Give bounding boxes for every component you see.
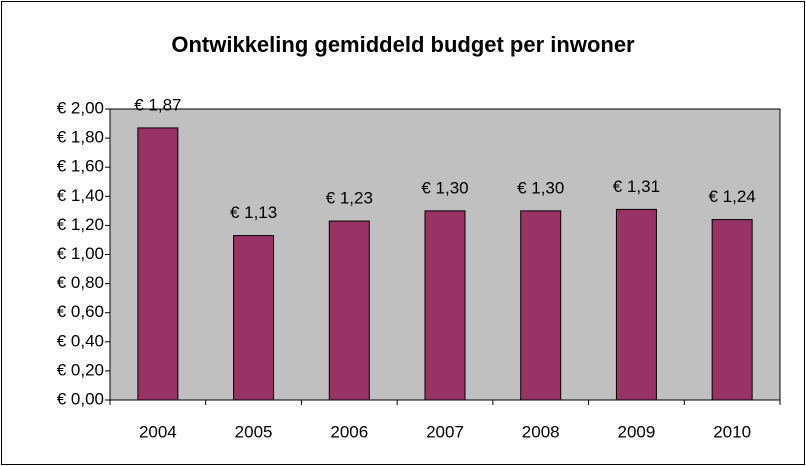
- bar: [137, 127, 179, 401]
- y-tick-label: € 1,00: [57, 244, 104, 263]
- value-label: € 1,24: [709, 187, 756, 206]
- y-tick-label: € 0,80: [57, 273, 104, 292]
- value-label: € 1,30: [421, 178, 468, 197]
- bar: [328, 220, 370, 401]
- y-tick-label: € 2,00: [57, 98, 104, 117]
- x-tick-label: 2007: [426, 422, 464, 441]
- y-tick-label: € 0,40: [57, 331, 104, 350]
- y-tick-label: € 1,40: [57, 186, 104, 205]
- x-tick-label: 2008: [522, 422, 560, 441]
- x-tick-label: 2005: [235, 422, 273, 441]
- bar: [520, 210, 562, 401]
- bar: [233, 235, 275, 401]
- bar: [424, 210, 466, 401]
- value-label: € 1,31: [613, 177, 660, 196]
- x-tick-label: 2004: [139, 422, 177, 441]
- value-label: € 1,23: [326, 189, 373, 208]
- y-tick-label: € 1,60: [57, 157, 104, 176]
- x-tick-label: 2010: [713, 422, 751, 441]
- x-tick-label: 2006: [330, 422, 368, 441]
- y-tick-label: € 0,60: [57, 302, 104, 321]
- chart-title: Ontwikkeling gemiddeld budget per inwone…: [171, 32, 635, 57]
- y-tick-label: € 1,20: [57, 215, 104, 234]
- bar: [615, 208, 657, 401]
- y-tick-label: € 0,20: [57, 360, 104, 379]
- bar: [711, 219, 753, 401]
- x-tick-label: 2009: [618, 422, 656, 441]
- value-label: € 1,13: [230, 203, 277, 222]
- y-tick-label: € 1,80: [57, 128, 104, 147]
- y-tick-label: € 0,00: [57, 389, 104, 408]
- value-label: € 1,30: [517, 178, 564, 197]
- value-label: € 1,87: [134, 95, 181, 114]
